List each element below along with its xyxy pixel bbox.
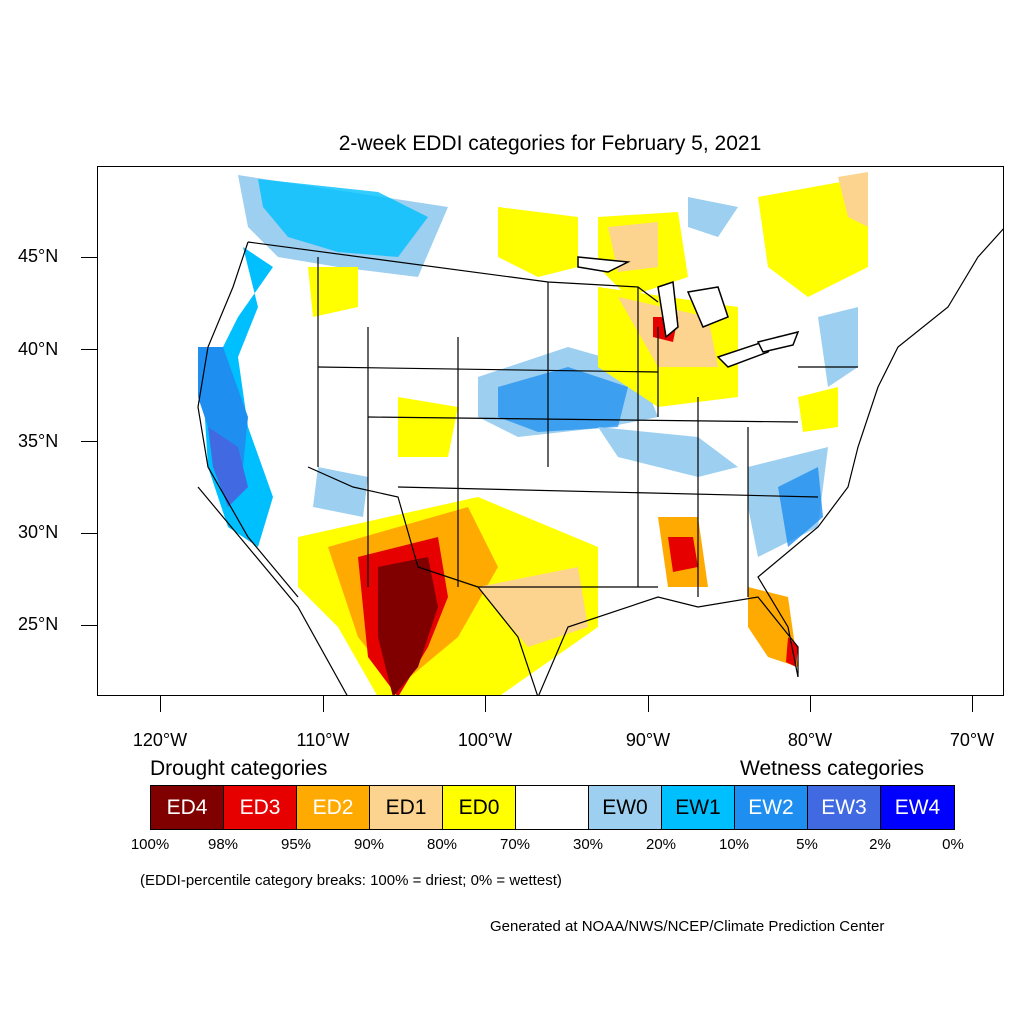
break-label: 80% — [426, 836, 458, 853]
break-label: 95% — [280, 836, 312, 853]
lat-tick — [81, 625, 97, 626]
category-note: (EDDI-percentile category breaks: 100% =… — [140, 872, 562, 889]
legend-cell-ew2: EW2 — [735, 786, 808, 829]
legend-cell-ed4: ED4 — [151, 786, 224, 829]
map-title: 2-week EDDI categories for February 5, 2… — [338, 132, 762, 155]
break-label: 100% — [130, 836, 170, 853]
lon-tick — [323, 696, 324, 712]
lat-tick — [81, 533, 97, 534]
lon-tick — [810, 696, 811, 712]
boundaries — [197, 228, 1003, 695]
lon-label-110: 110°W — [296, 730, 350, 750]
lat-label-45: 45°N — [18, 246, 59, 266]
break-label: 10% — [718, 836, 750, 853]
lat-label-35: 35°N — [18, 431, 59, 451]
legend-cell-neutral — [516, 786, 589, 829]
eddi-map — [97, 166, 1004, 696]
lon-label-70: 70°W — [949, 730, 995, 750]
legend-cell-ed0: ED0 — [443, 786, 516, 829]
legend-cell-ed1: ED1 — [370, 786, 443, 829]
wetness-categories-label: Wetness categories — [740, 757, 925, 780]
lon-label-120: 120°W — [132, 730, 188, 750]
lon-tick — [160, 696, 161, 712]
lon-label-100: 100°W — [457, 730, 513, 750]
legend-cell-ew0: EW0 — [589, 786, 662, 829]
lat-label-30: 30°N — [18, 522, 59, 542]
lat-tick — [81, 441, 97, 442]
break-label: 70% — [499, 836, 531, 853]
legend-cell-ew1: EW1 — [662, 786, 735, 829]
wetness-areas — [198, 175, 858, 617]
legend-cell-ew4: EW4 — [881, 786, 954, 829]
break-label: 98% — [207, 836, 239, 853]
break-label: 20% — [645, 836, 677, 853]
lat-label-40: 40°N — [18, 339, 59, 359]
lat-tick — [81, 257, 97, 258]
lon-label-80: 80°W — [787, 730, 833, 750]
legend-cell-ed3: ED3 — [224, 786, 297, 829]
break-label: 0% — [942, 836, 964, 853]
lat-tick — [81, 349, 97, 350]
lon-tick — [972, 696, 973, 712]
break-label: 90% — [353, 836, 385, 853]
break-label: 5% — [796, 836, 818, 853]
drought-categories-label: Drought categories — [150, 757, 328, 780]
lon-tick — [485, 696, 486, 712]
category-legend: ED4 ED3 ED2 ED1 ED0 EW0 EW1 EW2 EW3 EW4 — [150, 785, 955, 830]
lat-label-25: 25°N — [18, 614, 59, 634]
lon-tick — [648, 696, 649, 712]
great-lakes — [577, 256, 800, 368]
legend-cell-ew3: EW3 — [808, 786, 881, 829]
credit-line: Generated at NOAA/NWS/NCEP/Climate Predi… — [490, 918, 885, 935]
lon-label-90: 90°W — [625, 730, 671, 750]
break-label: 30% — [572, 836, 604, 853]
legend-cell-ed2: ED2 — [297, 786, 370, 829]
map-graphic — [197, 172, 1003, 695]
break-label: 2% — [869, 836, 891, 853]
